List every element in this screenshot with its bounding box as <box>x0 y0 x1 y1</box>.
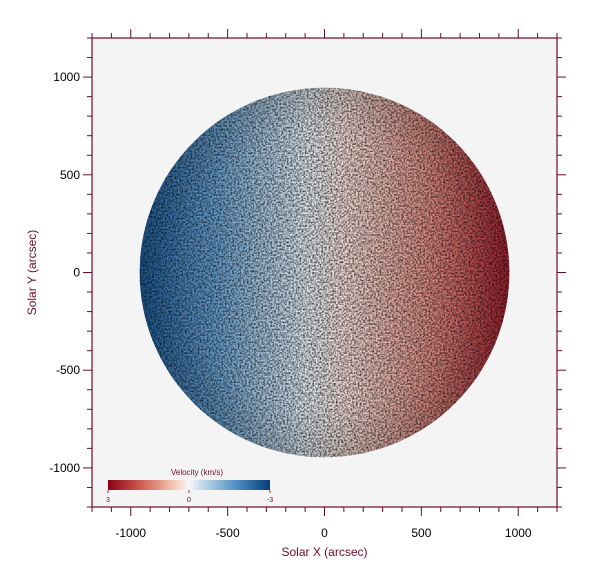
x-tick-label: 1000 <box>505 526 532 540</box>
colorbar-ticks: 3 0 -3 <box>106 490 273 504</box>
x-tick-label: -500 <box>216 526 240 540</box>
y-axis-label: Solar Y (arcsec) <box>25 230 39 316</box>
axis-tick-labels: -1000 -500 0 500 1000 1000 500 0 -500 -1000 <box>49 70 532 540</box>
axis-ticks <box>83 29 566 516</box>
x-axis-label: Solar X (arcsec) <box>281 545 367 559</box>
colorbar-title: Velocity (km/s) <box>171 468 223 477</box>
y-tick-label: 1000 <box>53 70 80 84</box>
x-tick-label: 500 <box>411 526 431 540</box>
x-tick-label: -1000 <box>115 526 146 540</box>
x-tick-label: 0 <box>321 526 328 540</box>
disk-limb-shading <box>139 87 510 458</box>
solar-disk <box>139 87 510 458</box>
colorbar-gradient <box>108 480 270 490</box>
colorbar-tick-label: -3 <box>267 497 273 504</box>
y-tick-label: -1000 <box>49 461 80 475</box>
colorbar-tick-label: 0 <box>187 497 191 504</box>
y-tick-label: 0 <box>73 266 80 280</box>
y-tick-label: 500 <box>60 168 80 182</box>
colorbar: Velocity (km/s) 3 0 -3 <box>106 468 273 504</box>
colorbar-tick-label: 3 <box>106 497 110 504</box>
y-tick-label: -500 <box>56 363 80 377</box>
